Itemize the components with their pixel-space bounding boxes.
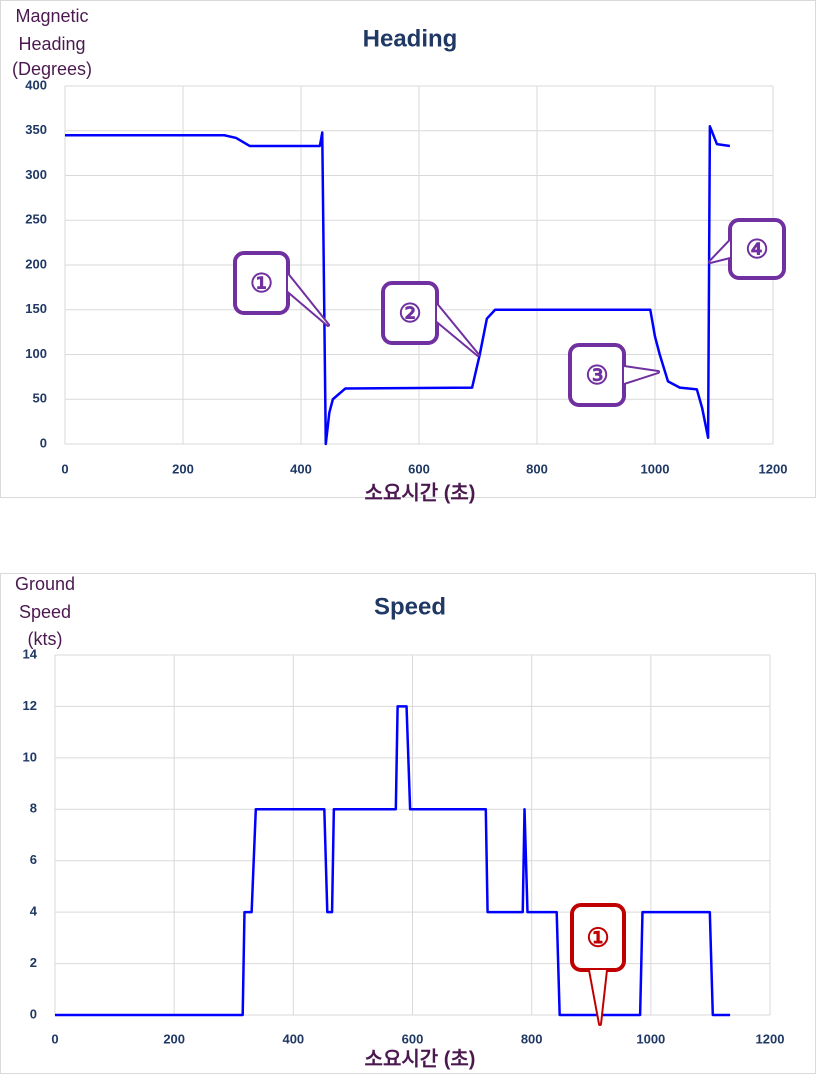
- y-tick-label: 12: [23, 698, 37, 713]
- chart-frame: [0, 573, 816, 1074]
- y-tick-label: 8: [30, 801, 37, 816]
- chart-frame: [0, 0, 816, 498]
- y-tick-label: 100: [25, 346, 47, 361]
- y-tick-label: 14: [23, 646, 38, 661]
- x-tick-label: 0: [51, 1031, 58, 1046]
- callout-joint: [590, 970, 606, 1024]
- y-tick-label: 200: [25, 256, 47, 271]
- y-tick-label: 50: [33, 391, 47, 406]
- callout-label: ③: [585, 360, 608, 390]
- y-axis-label: Speed: [19, 602, 71, 622]
- data-line: [55, 705, 731, 1017]
- x-tick-label: 400: [282, 1031, 304, 1046]
- callout-joint: [437, 305, 478, 355]
- data-line: [65, 125, 731, 446]
- x-axis-label: 소요시간 (초): [365, 1047, 476, 1070]
- y-tick-label: 0: [30, 1006, 37, 1021]
- x-tick-label: 800: [521, 1031, 543, 1046]
- x-tick-label: 600: [408, 461, 430, 476]
- x-tick-label: 1000: [636, 1031, 665, 1046]
- callout-joint: [624, 367, 658, 383]
- y-tick-label: 2: [30, 955, 37, 970]
- y-axis-label: Magnetic: [15, 6, 88, 26]
- x-tick-label: 600: [402, 1031, 424, 1046]
- y-axis-label: (Degrees): [12, 59, 92, 79]
- x-tick-label: 1200: [759, 461, 788, 476]
- y-tick-label: 400: [25, 77, 47, 92]
- y-tick-label: 300: [25, 167, 47, 182]
- x-tick-label: 200: [172, 461, 194, 476]
- x-tick-label: 200: [163, 1031, 185, 1046]
- y-axis-label: Ground: [15, 574, 75, 594]
- y-tick-label: 0: [40, 435, 47, 450]
- callout-label: ①: [586, 922, 609, 952]
- callout-joint: [288, 275, 328, 325]
- y-tick-label: 4: [30, 904, 38, 919]
- y-tick-label: 10: [23, 749, 37, 764]
- x-axis-label: 소요시간 (초): [365, 481, 476, 504]
- x-tick-label: 400: [290, 461, 312, 476]
- callout-label: ①: [250, 268, 273, 298]
- y-axis-label: (kts): [28, 629, 63, 649]
- x-tick-label: 800: [526, 461, 548, 476]
- x-tick-label: 1200: [756, 1031, 785, 1046]
- y-tick-label: 6: [30, 852, 37, 867]
- callout-label: ④: [745, 234, 768, 264]
- y-tick-label: 250: [25, 212, 47, 227]
- y-axis-label: Heading: [18, 34, 85, 54]
- chart-title: Speed: [374, 593, 446, 620]
- callout-joint: [710, 241, 730, 262]
- chart-title: Heading: [363, 25, 458, 52]
- y-tick-label: 150: [25, 301, 47, 316]
- y-tick-label: 350: [25, 122, 47, 137]
- x-tick-label: 1000: [641, 461, 670, 476]
- x-tick-label: 0: [61, 461, 68, 476]
- callout-label: ②: [398, 298, 421, 328]
